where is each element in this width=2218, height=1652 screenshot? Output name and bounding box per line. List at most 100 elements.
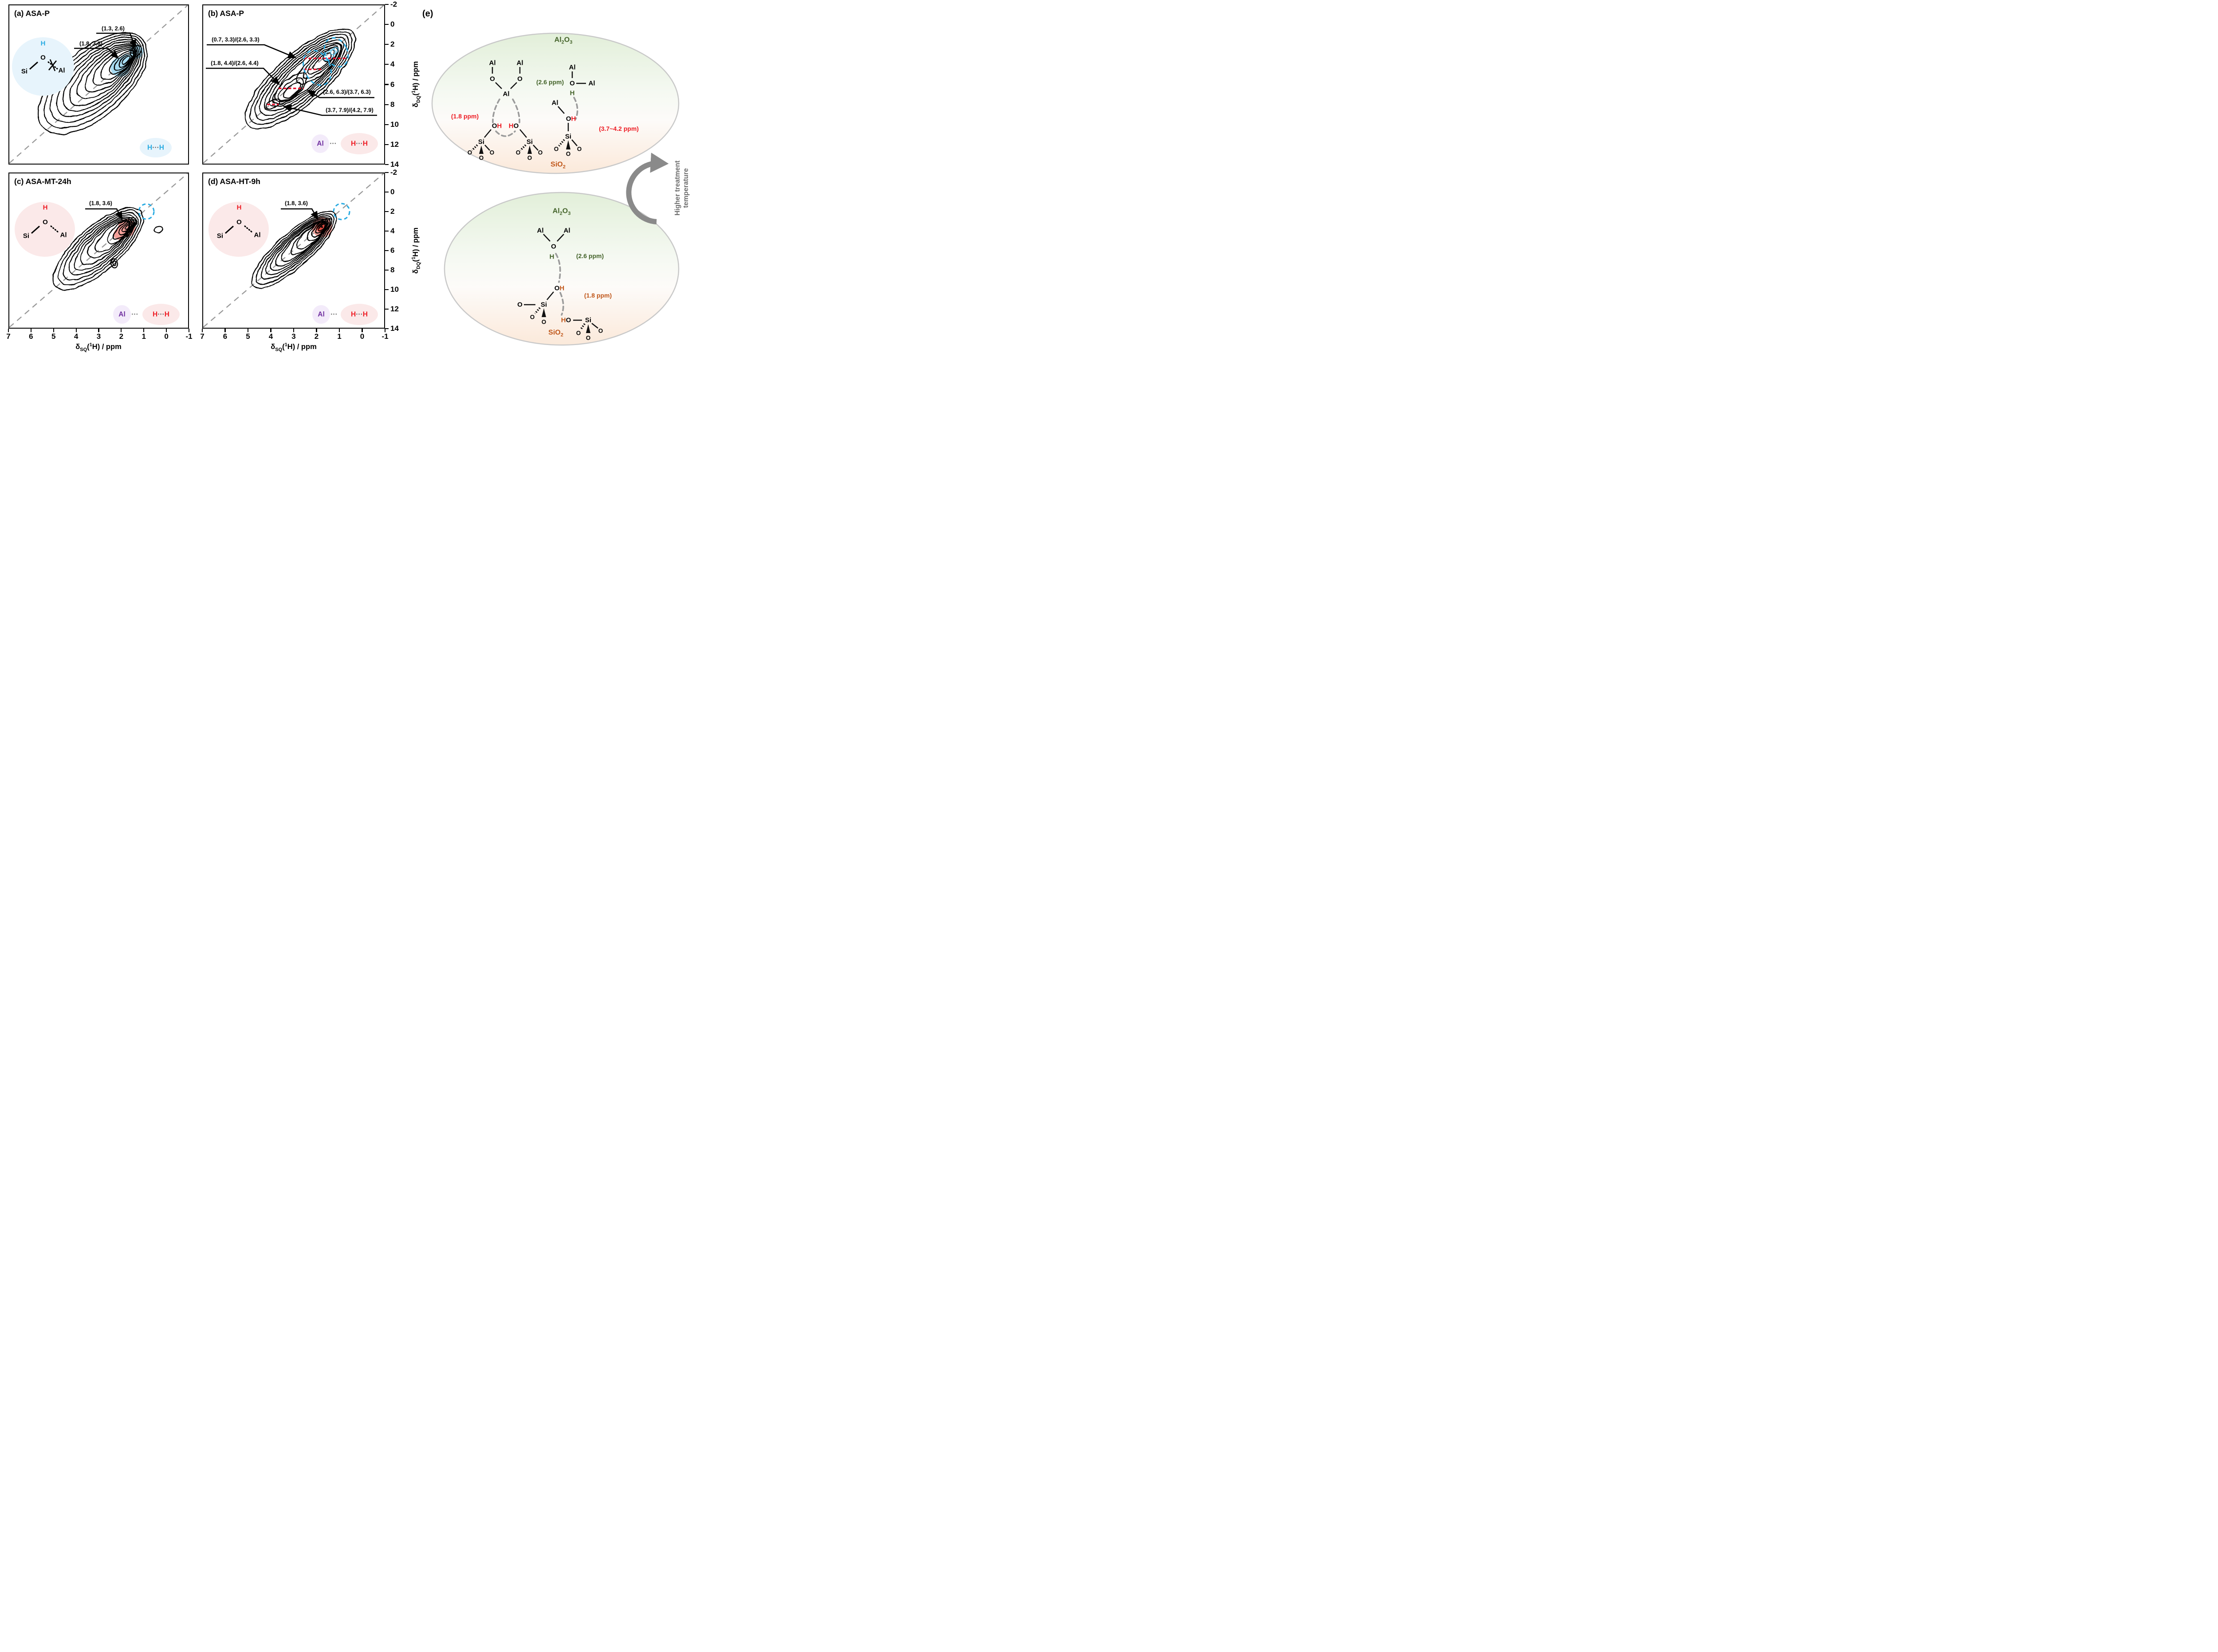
y-tick-label: 10 bbox=[390, 285, 399, 294]
o-atom: O bbox=[467, 149, 472, 156]
annotation-arrow bbox=[307, 90, 374, 98]
x-tick-mark bbox=[98, 329, 99, 332]
annotation-arrow bbox=[96, 32, 136, 49]
contour-lines bbox=[251, 211, 337, 289]
y-tick-mark bbox=[385, 211, 389, 212]
y-tick-label: 14 bbox=[390, 324, 399, 333]
panel-d: (d) ASA-HT-9h (1.8, 3.6) H O Si Al Al ··… bbox=[202, 173, 385, 329]
ppm-label-1.8-bottom: (1.8 ppm) bbox=[584, 292, 612, 299]
legend-al: Al bbox=[118, 310, 126, 318]
y-tick-label: 12 bbox=[390, 140, 399, 149]
bonds-bottom bbox=[524, 234, 598, 329]
y-tick-mark bbox=[385, 250, 389, 251]
h-atom: H bbox=[40, 39, 46, 47]
peak-dot bbox=[135, 50, 137, 52]
si-atom: Si bbox=[21, 67, 28, 75]
si-atom: Si bbox=[216, 232, 224, 240]
y-tick-mark bbox=[385, 172, 389, 173]
y-tick-mark bbox=[385, 328, 389, 330]
o-atom: O bbox=[551, 243, 556, 251]
o-atom: O bbox=[538, 149, 543, 156]
al-atom: Al bbox=[569, 63, 576, 71]
legend-ellipses bbox=[312, 304, 378, 325]
peak-annotation: (3.7, 7.9)/(4.2, 7.9) bbox=[326, 106, 374, 114]
y-tick-label: 12 bbox=[390, 305, 399, 313]
silica-label-top: SiO2 bbox=[551, 161, 566, 170]
contour-lines bbox=[244, 28, 356, 129]
y-tick-mark bbox=[385, 124, 389, 125]
contour-plot-c bbox=[9, 173, 188, 327]
bold-wedges-top-left bbox=[479, 145, 532, 154]
panel-c-title: (c) ASA-MT-24h bbox=[14, 177, 71, 186]
al-atom: Al bbox=[516, 59, 523, 67]
y-tick-label: 4 bbox=[390, 227, 395, 235]
bottom-oxide-ellipse bbox=[444, 192, 680, 346]
y-tick-mark bbox=[385, 308, 389, 310]
o-atom: O bbox=[586, 334, 591, 341]
y-tick-label: 14 bbox=[390, 160, 399, 169]
panel-b: (b) ASA-P (0.7, 3.3)/(2.6, 3.3) (1.8, 4.… bbox=[202, 4, 385, 165]
alumina-label-top: Al2O3 bbox=[554, 36, 573, 45]
x-tick-mark bbox=[121, 329, 122, 332]
ppm-label-2.6-top: (2.6 ppm) bbox=[536, 78, 564, 86]
y-tick-mark bbox=[385, 230, 389, 232]
o-atom: O bbox=[43, 218, 48, 226]
legend-h-h: H···H bbox=[153, 310, 169, 318]
x-tick-label: 5 bbox=[51, 332, 56, 341]
o-atom: O bbox=[517, 301, 523, 309]
x-tick-mark bbox=[270, 329, 271, 332]
x-tick-mark bbox=[75, 329, 77, 332]
x-tick-label: 7 bbox=[200, 332, 204, 341]
x-tick-mark bbox=[53, 329, 54, 332]
h-bond-dash-top-right bbox=[573, 97, 578, 120]
x-axis-title-left: δSQ(1H) / ppm bbox=[75, 342, 122, 353]
cycle-arrow-caption: Higher treatment temperature bbox=[674, 160, 690, 216]
h-bond-dashes-top-left bbox=[492, 98, 520, 137]
y-axis-title-bottom: δDQ(1H) / ppm bbox=[411, 227, 421, 274]
y-tick-label: 6 bbox=[390, 246, 395, 255]
annotation-arrow bbox=[206, 67, 280, 85]
peak-dot bbox=[321, 226, 323, 228]
o-atom: O bbox=[489, 149, 495, 156]
peak-annotation: (0.7, 3.3)/(2.6, 3.3) bbox=[212, 36, 260, 43]
legend-dots: ··· bbox=[131, 310, 138, 318]
al-atom: Al bbox=[58, 67, 65, 75]
x-tick-label: 5 bbox=[246, 332, 250, 341]
al-atom: Al bbox=[537, 227, 544, 235]
al-atom: Al bbox=[489, 59, 496, 67]
o-atom: O bbox=[598, 327, 603, 334]
si-atom: Si bbox=[23, 232, 30, 240]
ppm-label-2.6-bottom: (2.6 ppm) bbox=[576, 252, 604, 259]
y-tick-label: 2 bbox=[390, 207, 395, 216]
panel-e-label: (e) bbox=[422, 9, 433, 19]
oh-group: OH bbox=[492, 122, 502, 130]
y-tick-label: -2 bbox=[390, 168, 397, 177]
silica-label-bottom: SiO2 bbox=[548, 329, 563, 338]
dashed-wedges-bottom bbox=[534, 307, 586, 330]
o-atom: O bbox=[554, 145, 559, 153]
peak-annotation: (2.6, 6.3)/(3.7, 6.3) bbox=[323, 88, 371, 95]
cyan-contours bbox=[323, 47, 339, 61]
x-tick-mark bbox=[224, 329, 226, 332]
al-atom: Al bbox=[254, 231, 261, 239]
bonds-top-left bbox=[484, 67, 539, 151]
h-atom: H bbox=[570, 89, 575, 97]
annotation-arrow bbox=[85, 208, 123, 220]
si-atom: Si bbox=[585, 316, 592, 324]
x-tick-label: 1 bbox=[142, 332, 146, 341]
panel-a-title: (a) ASA-P bbox=[14, 9, 50, 18]
y-tick-label: 8 bbox=[390, 266, 395, 274]
y-tick-label: 10 bbox=[390, 120, 399, 129]
x-tick-label: 2 bbox=[119, 332, 124, 341]
h-atom: H bbox=[236, 204, 242, 212]
o-atom: O bbox=[40, 54, 46, 62]
x-tick-label: 4 bbox=[268, 332, 273, 341]
x-axis-title-right: δSQ(1H) / ppm bbox=[271, 342, 317, 353]
contour-lines bbox=[52, 207, 163, 290]
cyan-dashed-circle bbox=[138, 203, 155, 220]
o-atom: O bbox=[576, 330, 581, 337]
legend-ellipse bbox=[140, 138, 172, 157]
y-tick-label: 6 bbox=[390, 80, 395, 89]
y-tick-mark bbox=[385, 144, 389, 145]
y-tick-mark bbox=[385, 44, 389, 45]
